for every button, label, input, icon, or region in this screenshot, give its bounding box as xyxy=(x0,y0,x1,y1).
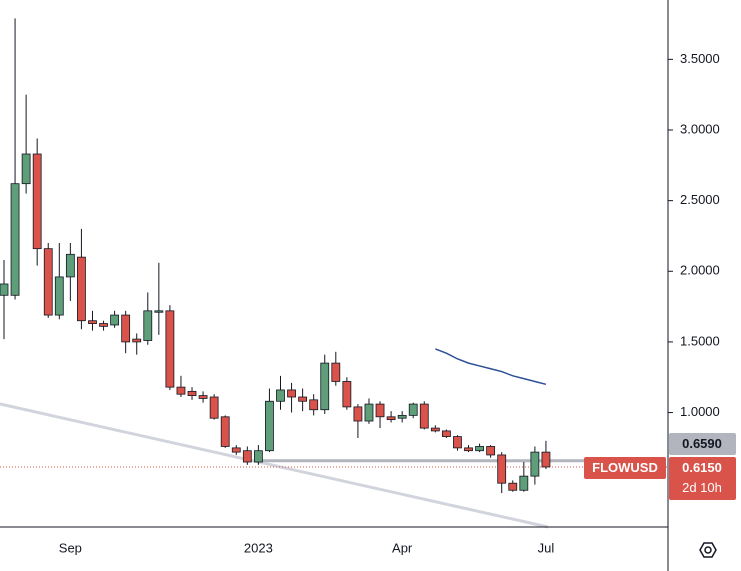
level-tag: 0.6590 xyxy=(669,433,736,455)
candle-body xyxy=(331,362,341,382)
candle-body xyxy=(419,403,429,429)
candle-body xyxy=(99,323,108,327)
candle-body xyxy=(54,276,64,316)
candle-body xyxy=(320,362,330,411)
candle-body xyxy=(198,395,208,399)
y-tick-label: 3.5000 xyxy=(680,51,720,66)
candle-body xyxy=(375,403,385,418)
candle-body xyxy=(143,310,153,341)
settings-button[interactable] xyxy=(699,542,717,558)
candle-body xyxy=(397,414,407,419)
candle-body xyxy=(519,475,529,491)
candle-body xyxy=(10,183,20,296)
y-tick-label: 1.0000 xyxy=(680,404,720,419)
candle-body xyxy=(242,450,252,463)
candle-body xyxy=(110,314,119,326)
y-tick-label: 2.5000 xyxy=(680,192,720,207)
candle-body xyxy=(453,436,462,449)
candle-body xyxy=(0,283,9,296)
x-tick-label: Apr xyxy=(392,540,413,555)
candle-body xyxy=(364,403,374,422)
settings-icon xyxy=(699,542,717,558)
level-tag-box xyxy=(669,433,736,455)
price-tag: 0.6150 2d 10h xyxy=(669,457,736,500)
candle-body xyxy=(353,406,363,422)
candle-body xyxy=(176,386,186,395)
y-tick-label: 2.0000 xyxy=(680,263,720,278)
candle-body xyxy=(464,447,473,452)
candle-body xyxy=(121,314,131,343)
candle-body xyxy=(231,447,241,453)
candle-body xyxy=(276,389,285,402)
price-tag-box xyxy=(669,457,736,500)
y-tick-label: 1.5000 xyxy=(680,333,720,348)
candle-body xyxy=(441,430,451,437)
candle-body xyxy=(287,389,296,398)
candle-body xyxy=(88,320,97,324)
settings-icon-dot xyxy=(704,546,712,554)
candle-body xyxy=(541,451,551,468)
candle-body xyxy=(21,153,31,185)
symbol-tag-label: FLOWUSD xyxy=(592,460,658,475)
level-tag-label: 0.6590 xyxy=(682,436,722,451)
candle-body xyxy=(32,153,42,250)
candle-body xyxy=(430,427,440,432)
candle-body xyxy=(187,390,197,397)
candle-body xyxy=(309,399,319,411)
candle-body xyxy=(475,446,484,452)
candle-body xyxy=(77,256,86,322)
y-tick-label: 3.0000 xyxy=(680,121,720,136)
candle-body xyxy=(132,338,142,343)
candle-body xyxy=(209,396,219,419)
candle-body xyxy=(220,416,230,447)
x-tick-label: 2023 xyxy=(244,540,273,555)
candle-body xyxy=(508,482,518,491)
candle-body xyxy=(165,310,175,388)
candle-body xyxy=(408,403,418,416)
candle-body xyxy=(497,454,507,484)
overlay-line xyxy=(435,348,547,386)
symbol-tag-box xyxy=(584,457,666,479)
candle-body xyxy=(486,446,496,456)
candle-body xyxy=(386,416,396,421)
candle-body xyxy=(298,396,308,402)
x-tick-label: Sep xyxy=(59,540,82,555)
candle-body xyxy=(154,310,164,313)
candle-body xyxy=(65,253,75,278)
candle-body xyxy=(253,450,263,463)
price-tag-label: 0.6150 xyxy=(682,460,722,475)
candle-body xyxy=(43,248,53,316)
x-tick-label: Jul xyxy=(538,540,555,555)
candle-body xyxy=(530,451,540,477)
trend-line xyxy=(0,402,549,529)
symbol-tag: FLOWUSD xyxy=(584,457,666,479)
candle-body xyxy=(342,381,352,408)
countdown-label: 2d 10h xyxy=(682,480,722,495)
candle-body xyxy=(265,400,274,452)
